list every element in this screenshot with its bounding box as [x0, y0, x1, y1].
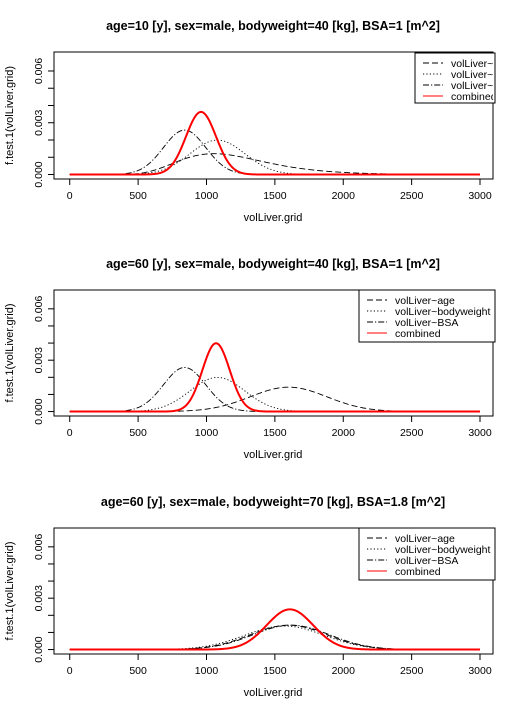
x-tick-label: 0: [67, 665, 73, 677]
x-tick-label: 1500: [263, 427, 287, 439]
y-tick-label: 0.006: [33, 296, 45, 322]
series-line-volliver-age: [69, 153, 481, 175]
x-tick-label: 500: [129, 427, 147, 439]
series-line-volliver-bodyweight: [69, 376, 481, 412]
y-tick-label: 0.003: [33, 585, 45, 611]
legend-label: volLiver~BSA: [451, 80, 514, 92]
y-tick-label: 0.006: [33, 58, 45, 84]
x-tick-label: 2500: [400, 427, 424, 439]
series-line-volliver-bodyweight: [69, 625, 481, 650]
x-tick-label: 3000: [468, 665, 492, 677]
legend-label: volLiver~bod: [451, 69, 511, 81]
series-line-volliver-bsa: [69, 129, 481, 175]
legend-box: [414, 52, 496, 104]
legend-entries: volLiver~agevolLiver~bodvolLiver~BSAcomb…: [423, 58, 514, 103]
curves: [69, 608, 481, 651]
legend-label: volLiver~age: [395, 295, 455, 307]
series-line-combined: [69, 608, 481, 651]
legend: volLiver~agevolLiver~bodyweightvolLiver~…: [358, 527, 496, 581]
plot-frame: [53, 289, 494, 417]
x-tick-label: 1500: [263, 665, 287, 677]
series-line-volliver-bsa: [69, 624, 481, 650]
x-tick-label: 500: [129, 190, 147, 202]
chart-title: age=10 [y], sex=male, bodyweight=40 [kg]…: [106, 19, 440, 33]
y-tick-label: 0.000: [33, 161, 45, 187]
series-line-volliver-bsa: [69, 367, 481, 412]
legend-label: combined: [395, 566, 441, 578]
y-axis-label: f.test.1(volLiver.grid): [4, 66, 16, 165]
x-tick-label: 1000: [195, 427, 219, 439]
chart-panel-2: age=60 [y], sex=male, bodyweight=40 [kg]…: [4, 257, 496, 461]
legend: volLiver~agevolLiver~bodvolLiver~BSAcomb…: [414, 52, 514, 104]
x-tick-label: 1000: [195, 665, 219, 677]
chart-title: age=60 [y], sex=male, bodyweight=40 [kg]…: [106, 257, 440, 271]
plot-frame: [53, 51, 494, 180]
x-tick-label: 1500: [263, 190, 287, 202]
x-tick-label: 2000: [332, 665, 356, 677]
curves: [69, 110, 481, 176]
series-line-combined: [69, 110, 481, 176]
y-tick-label: 0.006: [33, 534, 45, 560]
x-tick-label: 2500: [400, 665, 424, 677]
chart-panel-3: age=60 [y], sex=male, bodyweight=70 [kg]…: [4, 495, 496, 699]
y-tick-label: 0.003: [33, 347, 45, 373]
y-axis-label: f.test.1(volLiver.grid): [4, 303, 16, 402]
x-axis-label: volLiver.grid: [244, 449, 303, 461]
legend-label: volLiver~age: [395, 533, 455, 545]
legend-label: volLiver~bodyweight: [395, 544, 491, 556]
legend-label: combined: [451, 91, 497, 103]
plot-frame: [53, 527, 494, 655]
x-axis-label: volLiver.grid: [244, 212, 303, 224]
legend-label: volLiver~bodyweight: [395, 306, 491, 318]
legend-label: combined: [395, 328, 441, 340]
y-tick-label: 0.000: [33, 398, 45, 424]
legend: volLiver~agevolLiver~bodyweightvolLiver~…: [358, 289, 496, 343]
legend-label: volLiver~age: [451, 58, 511, 70]
x-tick-label: 3000: [468, 427, 492, 439]
x-tick-label: 2500: [400, 190, 424, 202]
y-axis-label: f.test.1(volLiver.grid): [4, 541, 16, 640]
legend-entries: volLiver~agevolLiver~bodyweightvolLiver~…: [367, 295, 491, 340]
chart-panel-1: age=10 [y], sex=male, bodyweight=40 [kg]…: [4, 19, 514, 224]
y-tick-label: 0.003: [33, 109, 45, 135]
x-tick-label: 500: [129, 665, 147, 677]
x-tick-label: 0: [67, 427, 73, 439]
legend-label: volLiver~BSA: [395, 317, 458, 329]
chart-title: age=60 [y], sex=male, bodyweight=70 [kg]…: [101, 495, 445, 509]
x-tick-label: 0: [67, 190, 73, 202]
legend-label: volLiver~BSA: [395, 555, 458, 567]
series-line-combined: [69, 342, 481, 413]
x-tick-label: 2000: [332, 190, 356, 202]
x-tick-label: 3000: [468, 190, 492, 202]
x-axis-label: volLiver.grid: [244, 687, 303, 699]
x-tick-label: 1000: [195, 190, 219, 202]
x-tick-label: 2000: [332, 427, 356, 439]
series-line-volliver-bodyweight: [69, 139, 481, 175]
y-tick-label: 0.000: [33, 636, 45, 662]
legend-entries: volLiver~agevolLiver~bodyweightvolLiver~…: [367, 533, 491, 578]
series-line-volliver-age: [69, 624, 481, 650]
curves: [69, 342, 481, 413]
